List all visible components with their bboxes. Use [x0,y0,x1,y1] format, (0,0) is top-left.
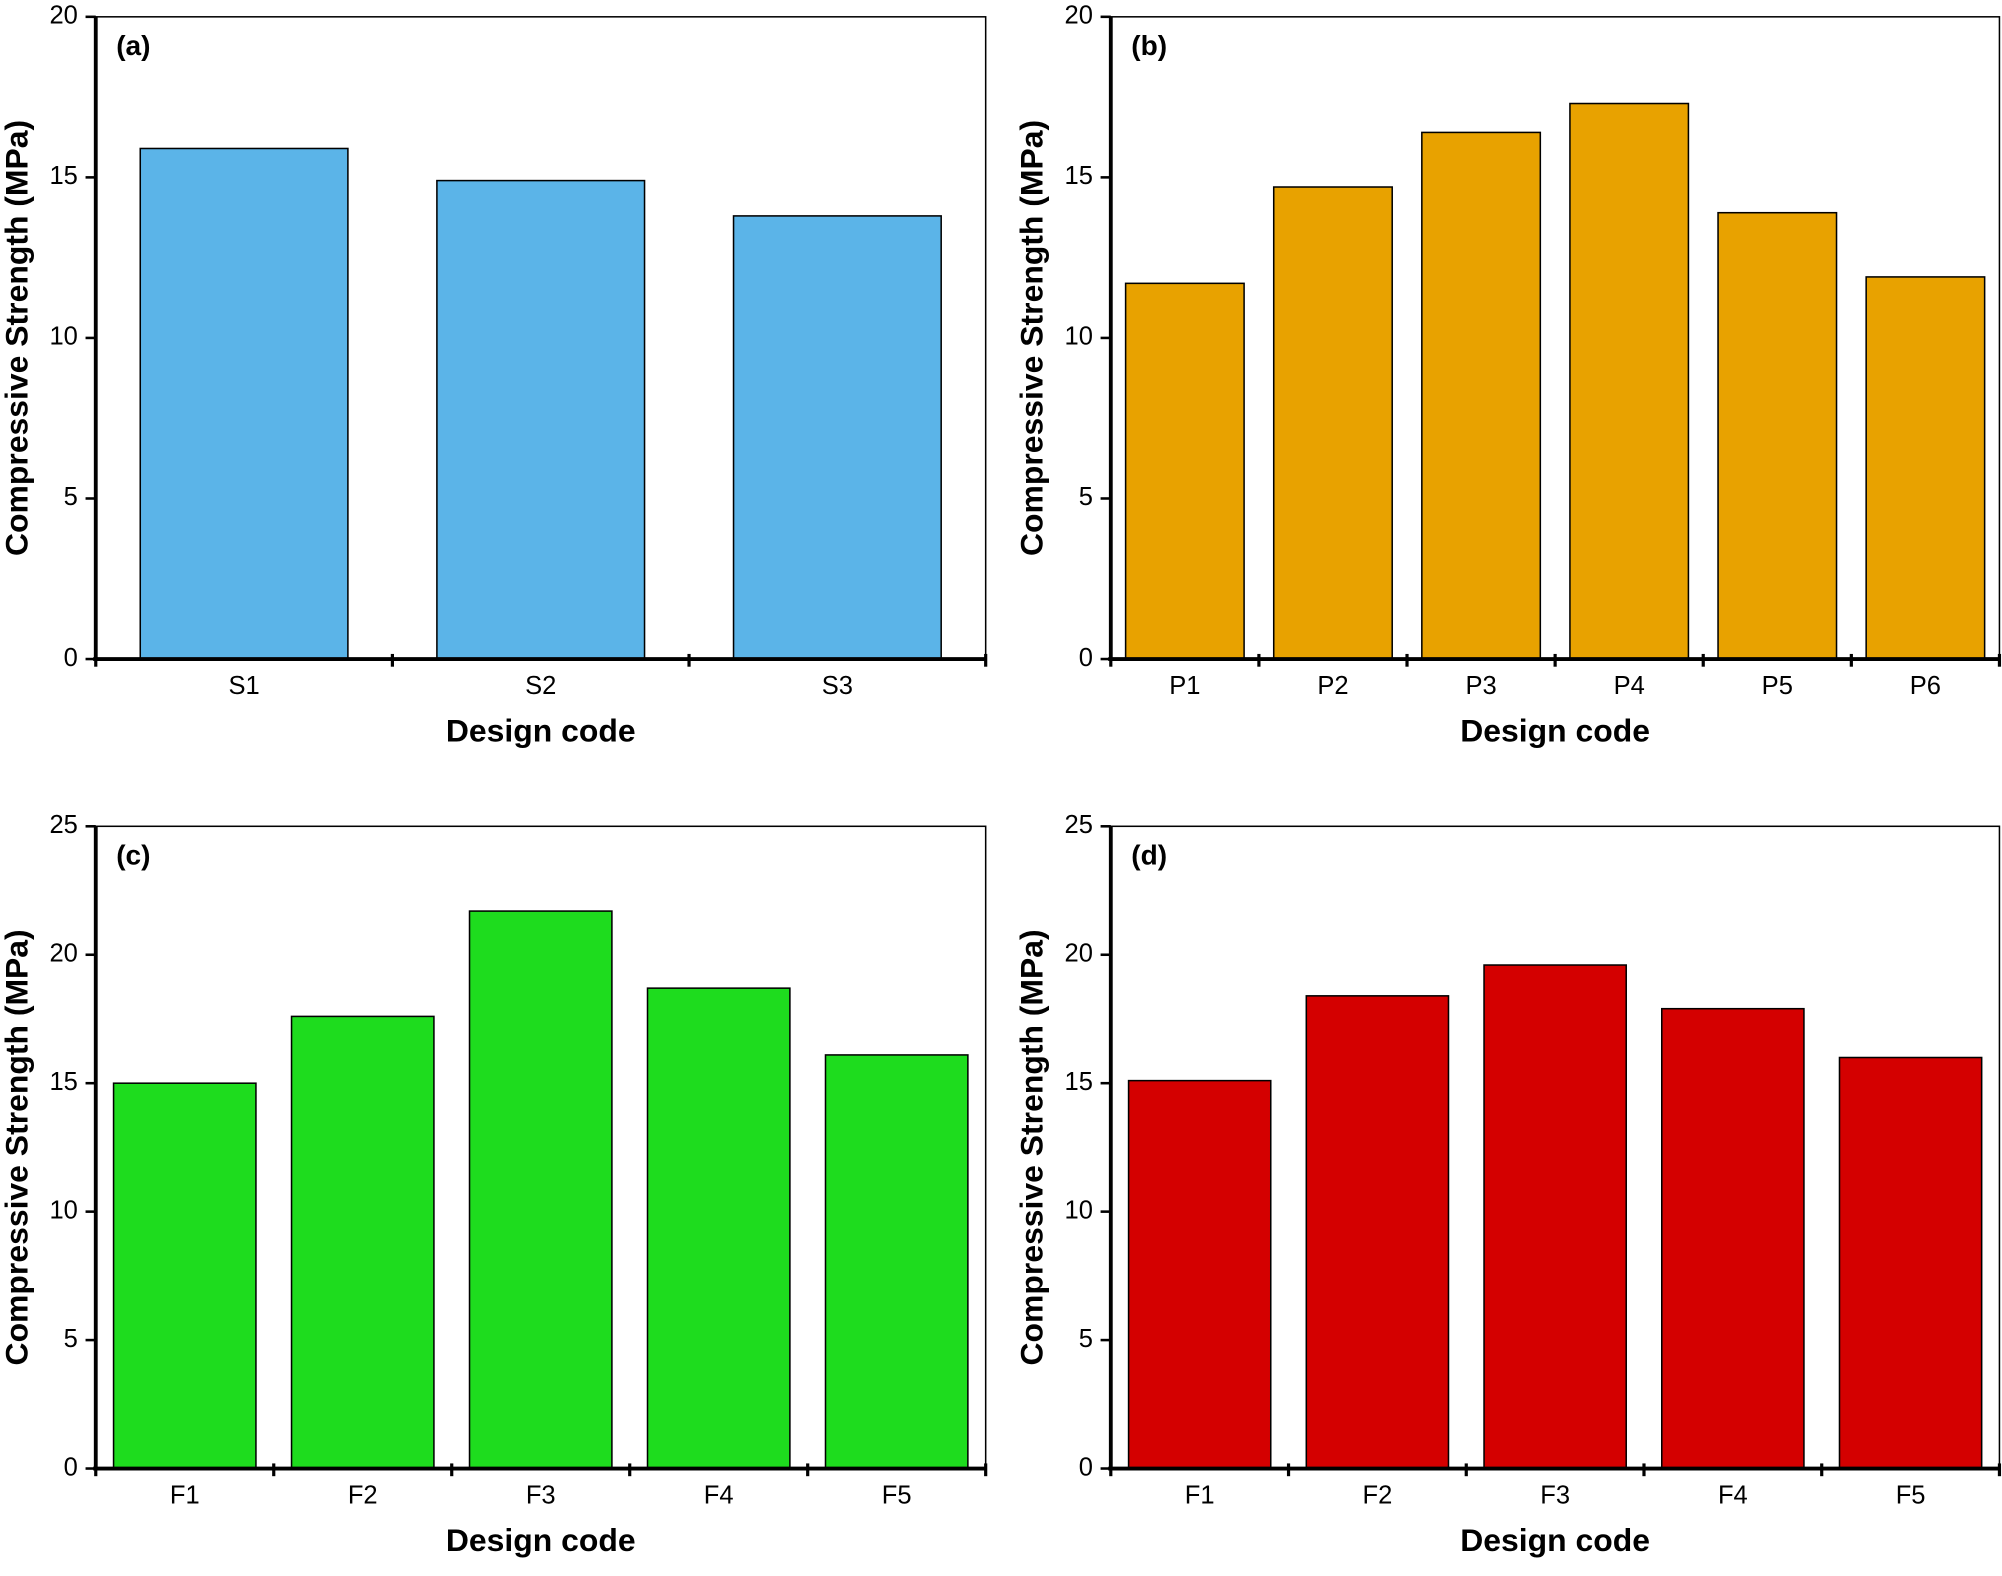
y-tick-label: 5 [1079,1325,1093,1353]
bar [1838,1056,1983,1470]
x-tick-label: F2 [1363,1481,1393,1509]
x-tick-label: S3 [822,672,853,700]
bar [1305,995,1450,1470]
y-tick-label: 5 [64,1325,78,1353]
panel: S1 S2 S3 0 5 10 15 20 (a) Design code Compressive … [0,2,988,749]
y-tick-label: 20 [1065,939,1093,967]
panel: F1 F2 F3 F4 F5 0 5 10 15 20 25 (c) Design code Compre… [0,811,988,1558]
x-tick-label: P1 [1169,672,1200,700]
y-tick-label: 20 [1065,2,1093,30]
bar [1569,102,1690,660]
bar [436,179,646,660]
bar [112,1082,257,1470]
bar [290,1015,435,1470]
y-axis-title: Compressive Strength (MPa) [0,120,35,556]
bar [646,987,791,1470]
y-tick-label: 15 [49,162,77,190]
x-tick-label: F4 [1718,1481,1748,1509]
bar [1660,1007,1805,1470]
bar [1865,276,1986,660]
x-axis-title: Design code [446,1522,636,1558]
x-tick-label: F1 [170,1481,200,1509]
y-tick-label: 0 [64,644,78,672]
x-tick-label: F3 [526,1481,556,1509]
panel: P1 P2 P3 P4 P5 P6 0 5 10 15 20 (b) Design code Compre… [1014,2,2002,749]
panel-label: (a) [116,30,150,61]
panel-label: (b) [1131,30,1167,61]
x-tick-label: F1 [1185,1481,1215,1509]
y-tick-label: 25 [1065,811,1093,839]
y-tick-label: 0 [64,1453,78,1481]
x-tick-label: P3 [1465,672,1496,700]
y-tick-label: 25 [49,811,77,839]
y-tick-label: 10 [1065,323,1093,351]
x-tick-label: F4 [704,1481,734,1509]
x-axis-title: Design code [446,713,636,749]
x-tick-label: P4 [1614,672,1645,700]
bar [1717,211,1838,660]
y-tick-label: 10 [49,323,77,351]
x-axis-title: Design code [1460,1522,1650,1558]
x-tick-label: F3 [1540,1481,1570,1509]
y-axis-title: Compressive Strength (MPa) [1014,929,1050,1365]
x-tick-label: S1 [228,672,259,700]
bar [139,147,349,660]
y-tick-label: 10 [49,1196,77,1224]
bar [468,910,613,1470]
y-tick-label: 10 [1065,1196,1093,1224]
y-tick-label: 15 [1065,1068,1093,1096]
x-axis-title: Design code [1460,713,1650,749]
y-axis-title: Compressive Strength (MPa) [0,929,35,1365]
x-tick-label: P6 [1910,672,1941,700]
x-tick-label: P5 [1762,672,1793,700]
y-tick-label: 0 [1079,1453,1093,1481]
bar [824,1054,969,1470]
y-tick-label: 5 [64,483,78,511]
x-tick-label: F2 [348,1481,378,1509]
x-tick-label: F5 [882,1481,912,1509]
bar [1127,1079,1272,1470]
bar [1272,186,1393,660]
y-tick-label: 20 [49,2,77,30]
bar [732,215,942,660]
y-tick-label: 0 [1079,644,1093,672]
panel-label: (c) [116,839,150,870]
panel-label: (d) [1131,839,1167,870]
y-tick-label: 15 [49,1068,77,1096]
x-tick-label: P2 [1317,672,1348,700]
x-tick-label: S2 [525,672,556,700]
y-tick-label: 20 [49,939,77,967]
bar [1421,131,1542,660]
bar [1483,964,1627,1470]
y-tick-label: 5 [1079,483,1093,511]
y-axis-title: Compressive Strength (MPa) [1014,120,1050,556]
bar [1124,282,1245,660]
panel: F1 F2 F3 F4 F5 0 5 10 15 20 25 (d) Design code Compre… [1014,811,2002,1558]
y-tick-label: 15 [1065,162,1093,190]
x-tick-label: F5 [1896,1481,1926,1509]
